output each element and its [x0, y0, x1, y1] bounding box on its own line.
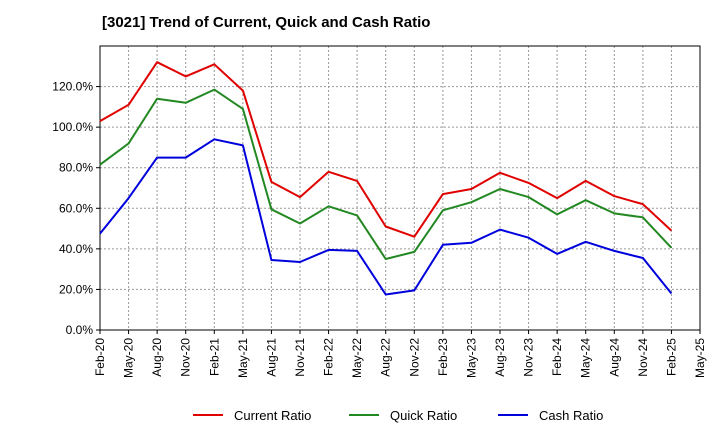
- x-tick-label: Nov-23: [522, 338, 536, 377]
- x-tick-label: Feb-20: [93, 338, 107, 376]
- x-tick-label: Feb-23: [436, 338, 450, 376]
- x-tick-label: Feb-24: [550, 338, 564, 376]
- x-tick-label: May-20: [122, 338, 136, 378]
- y-tick-label: 60.0%: [59, 201, 93, 215]
- x-tick-label: Nov-21: [293, 338, 307, 377]
- quick-ratio-line: [99, 88, 673, 260]
- quick-ratio-legend-label: Quick Ratio: [390, 408, 457, 423]
- x-tick-label: Aug-20: [150, 338, 164, 377]
- cash-ratio-line: [99, 138, 673, 296]
- x-tick-label: Aug-21: [264, 338, 278, 377]
- current-ratio-line: [99, 61, 673, 238]
- y-tick-label: 20.0%: [59, 282, 93, 296]
- y-tick-label: 40.0%: [59, 242, 93, 256]
- y-tick-label: 0.0%: [66, 323, 94, 337]
- x-tick-label: Aug-23: [493, 338, 507, 377]
- y-tick-label: 80.0%: [59, 161, 93, 175]
- x-tick-label: May-24: [579, 338, 593, 378]
- x-tick-label: Nov-24: [636, 338, 650, 377]
- x-tick-label: May-23: [464, 338, 478, 378]
- x-tick-label: Feb-21: [207, 338, 221, 376]
- x-tick-label: May-22: [350, 338, 364, 378]
- x-tick-label: Feb-22: [322, 338, 336, 376]
- x-tick-label: May-21: [236, 338, 250, 378]
- plot-frame: [99, 45, 701, 331]
- x-tick-label: Aug-24: [607, 338, 621, 377]
- current-ratio-legend-label: Current Ratio: [234, 408, 311, 423]
- x-tick-label: Aug-22: [379, 338, 393, 377]
- x-tick-label: Nov-20: [179, 338, 193, 377]
- chart-title: [3021] Trend of Current, Quick and Cash …: [102, 14, 431, 31]
- cash-ratio-legend-label: Cash Ratio: [539, 408, 603, 423]
- y-tick-label: 120.0%: [52, 80, 93, 94]
- x-tick-label: Nov-22: [407, 338, 421, 377]
- y-tick-label: 100.0%: [52, 120, 93, 134]
- x-tick-label: Feb-25: [664, 338, 678, 376]
- x-tick-label: May-25: [693, 338, 707, 378]
